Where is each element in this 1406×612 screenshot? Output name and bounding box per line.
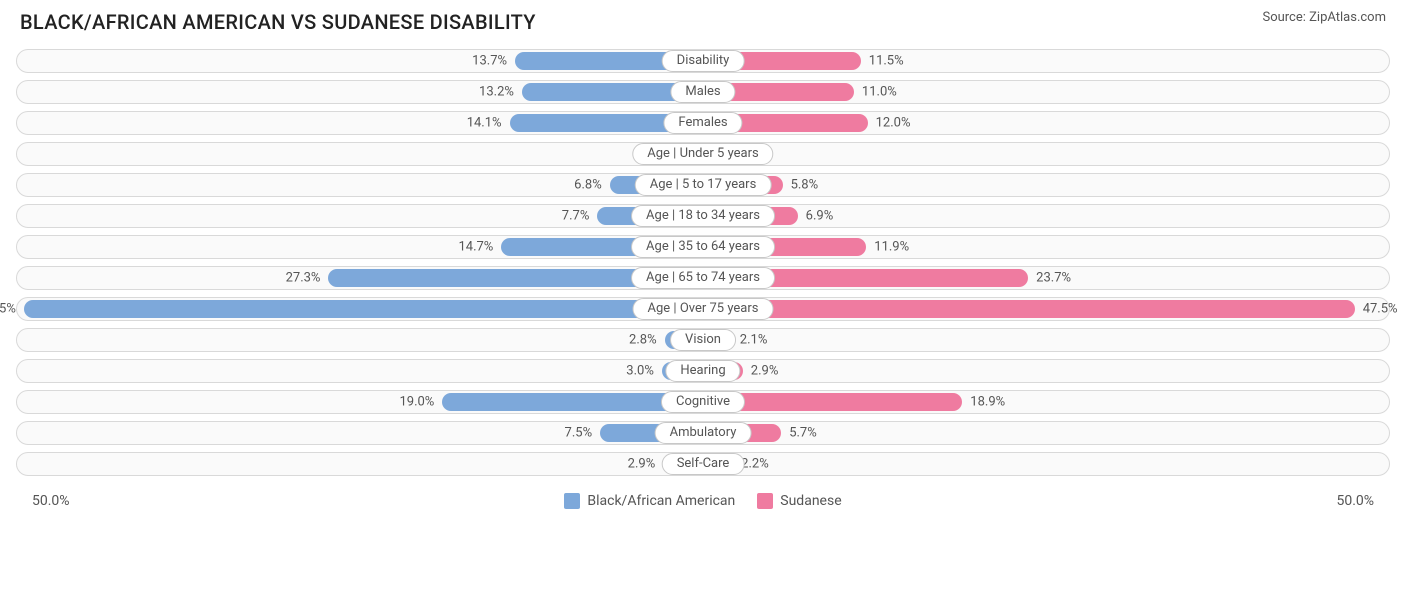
chart-row: 14.7% 11.9% Age | 35 to 64 years xyxy=(16,235,1390,259)
legend-label-right: Sudanese xyxy=(780,493,841,509)
chart-row: 7.5% 5.7% Ambulatory xyxy=(16,421,1390,445)
category-label: Cognitive xyxy=(661,391,745,413)
legend-label-left: Black/African American xyxy=(587,493,735,509)
pct-right: 23.7% xyxy=(1036,271,1071,286)
chart-footer: 50.0% Black/African American Sudanese 50… xyxy=(0,489,1406,519)
chart-source: Source: ZipAtlas.com xyxy=(1262,10,1386,25)
chart-row: 2.8% 2.1% Vision xyxy=(16,328,1390,352)
chart-row: 6.8% 5.8% Age | 5 to 17 years xyxy=(16,173,1390,197)
category-label: Disability xyxy=(662,50,745,72)
pct-right: 11.5% xyxy=(869,54,904,69)
chart-row: 3.0% 2.9% Hearing xyxy=(16,359,1390,383)
chart-row: 27.3% 23.7% Age | 65 to 74 years xyxy=(16,266,1390,290)
category-label: Age | 5 to 17 years xyxy=(635,174,772,196)
chart-row: 19.0% 18.9% Cognitive xyxy=(16,390,1390,414)
diverging-bar-chart: 13.7% 11.5% Disability 13.2% 11.0% Males 14.1%… xyxy=(0,49,1406,489)
pct-left: 49.5% xyxy=(0,302,16,317)
pct-left: 27.3% xyxy=(286,271,321,286)
bar-right xyxy=(703,300,1355,318)
pct-right: 18.9% xyxy=(970,395,1005,410)
pct-left: 6.8% xyxy=(574,178,602,193)
chart-row: 1.4%1.1%Age | Under 5 years xyxy=(16,142,1390,166)
pct-left: 2.9% xyxy=(628,457,656,472)
legend-item-right: Sudanese xyxy=(757,493,841,509)
chart-title: BLACK/AFRICAN AMERICAN VS SUDANESE DISAB… xyxy=(20,10,536,34)
chart-row: 14.1% 12.0% Females xyxy=(16,111,1390,135)
pct-left: 14.7% xyxy=(458,240,493,255)
legend-swatch-left xyxy=(564,493,580,509)
pct-right: 5.8% xyxy=(791,178,819,193)
chart-row: 7.7% 6.9% Age | 18 to 34 years xyxy=(16,204,1390,228)
chart-row: 2.9% 2.2%Self-Care xyxy=(16,452,1390,476)
category-label: Males xyxy=(670,81,735,103)
category-label: Vision xyxy=(670,329,736,351)
pct-right: 12.0% xyxy=(876,116,911,131)
pct-right: 2.9% xyxy=(751,364,779,379)
axis-max-right: 50.0% xyxy=(1336,493,1374,509)
pct-right: 2.1% xyxy=(740,333,768,348)
pct-left: 3.0% xyxy=(626,364,654,379)
pct-right: 6.9% xyxy=(806,209,834,224)
category-label: Age | Under 5 years xyxy=(632,143,773,165)
chart-row: 49.5%47.5%Age | Over 75 years xyxy=(16,297,1390,321)
bar-left xyxy=(24,300,703,318)
pct-left: 14.1% xyxy=(467,116,502,131)
category-label: Ambulatory xyxy=(655,422,752,444)
category-label: Age | 35 to 64 years xyxy=(631,236,775,258)
category-label: Age | 65 to 74 years xyxy=(631,267,775,289)
pct-left: 19.0% xyxy=(399,395,434,410)
pct-right: 11.0% xyxy=(862,85,897,100)
category-label: Age | Over 75 years xyxy=(633,298,774,320)
pct-right: 5.7% xyxy=(789,426,817,441)
pct-right: 11.9% xyxy=(874,240,909,255)
category-label: Age | 18 to 34 years xyxy=(631,205,775,227)
category-label: Self-Care xyxy=(662,453,745,475)
legend-swatch-right xyxy=(757,493,773,509)
pct-left: 7.7% xyxy=(562,209,590,224)
chart-header: BLACK/AFRICAN AMERICAN VS SUDANESE DISAB… xyxy=(0,0,1406,42)
chart-row: 13.7% 11.5% Disability xyxy=(16,49,1390,73)
axis-max-left: 50.0% xyxy=(32,493,70,509)
chart-legend: Black/African American Sudanese xyxy=(564,493,841,509)
pct-right: 2.2% xyxy=(741,457,769,472)
pct-left: 13.7% xyxy=(472,54,507,69)
category-label: Hearing xyxy=(665,360,740,382)
pct-left: 13.2% xyxy=(479,85,514,100)
pct-left: 2.8% xyxy=(629,333,657,348)
chart-row: 13.2% 11.0% Males xyxy=(16,80,1390,104)
legend-item-left: Black/African American xyxy=(564,493,735,509)
pct-right: 47.5% xyxy=(1363,302,1398,317)
category-label: Females xyxy=(663,112,742,134)
pct-left: 7.5% xyxy=(565,426,593,441)
